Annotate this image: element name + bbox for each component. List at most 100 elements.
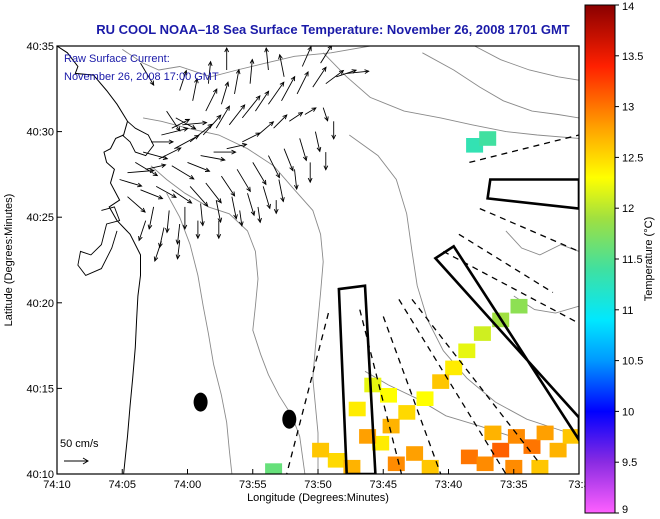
current-vector-21 <box>312 66 327 88</box>
current-vector-2 <box>182 120 208 126</box>
coastline <box>57 46 155 474</box>
y-tick-label-4: 40:15 <box>26 383 54 395</box>
sst-cell-21 <box>327 453 345 468</box>
colorbar-tick-label-7: 10.5 <box>622 356 643 368</box>
current-vector-81 <box>239 210 244 227</box>
x-tick-label-3: 73:55 <box>239 479 267 491</box>
sst-cell-31 <box>523 439 541 454</box>
sst-cell-27 <box>460 449 478 465</box>
current-vector-5 <box>151 139 175 145</box>
colorbar-tick-label-4: 12 <box>622 203 634 215</box>
current-vector-42 <box>226 142 248 150</box>
y-axis-label: Latitude (Degrees:Minutes) <box>3 194 15 327</box>
current-vector-20 <box>296 70 309 95</box>
colorbar-tick-label-10: 9 <box>622 504 628 516</box>
y-tick-label-3: 40:20 <box>26 298 54 310</box>
sampling-box-2 <box>337 284 377 474</box>
sst-cell-10 <box>510 298 528 314</box>
current-vector-28 <box>264 46 269 71</box>
current-vector-38 <box>171 165 195 180</box>
current-vector-62 <box>127 196 146 213</box>
current-vector-64 <box>147 206 155 230</box>
current-vector-15 <box>228 104 246 126</box>
sst-cell-14 <box>445 360 463 376</box>
current-vector-75 <box>323 152 329 171</box>
current-vector-82 <box>257 206 262 224</box>
current-vector-76 <box>138 220 147 242</box>
current-vector-6 <box>142 151 169 160</box>
current-vector-30 <box>234 68 241 94</box>
sst-cell-40 <box>364 377 382 393</box>
current-vector-14 <box>215 105 230 129</box>
current-vector-46 <box>289 111 304 122</box>
sst-cell-12 <box>473 326 491 341</box>
current-vector-47 <box>304 107 317 115</box>
current-vector-9 <box>145 163 167 170</box>
dashed-tracks <box>286 134 579 474</box>
current-vector-53 <box>267 155 280 179</box>
sst-cell-32 <box>536 425 554 441</box>
x-axis-ticks: 74:10 74:05 74:00 73:55 73:50 73:45 73:40 73:35… <box>43 469 590 491</box>
sst-cell-33 <box>549 442 567 458</box>
depth-contour-3 <box>166 192 233 474</box>
colorbar-ticks: 14 13.5 13 12.5 12 11.5 11 10.5 10 9.5 9 <box>615 1 643 516</box>
current-vector-17 <box>255 90 270 112</box>
colorbar-tick-label-1: 13.5 <box>622 51 643 63</box>
colorbar-tick-label-0: 14 <box>622 1 634 13</box>
sst-cell-35 <box>505 459 523 474</box>
sst-cell-41 <box>348 401 366 417</box>
current-vector-29 <box>249 58 255 84</box>
depth-contour-1 <box>143 117 324 474</box>
sampling-box-1 <box>433 244 579 443</box>
current-vector-63 <box>119 179 143 188</box>
sst-cell-18 <box>382 418 400 434</box>
depth-contour-6 <box>422 52 579 119</box>
depth-contour-0 <box>122 46 371 78</box>
site-marker-0 <box>193 392 208 412</box>
current-vector-56 <box>221 175 236 197</box>
sst-cell-29 <box>492 442 510 458</box>
current-vector-10 <box>158 147 182 160</box>
current-vector-49 <box>331 121 337 140</box>
current-vector-57 <box>205 182 222 204</box>
colorbar-tick-label-8: 10 <box>622 406 634 418</box>
sst-cell-3 <box>625 186 642 201</box>
x-tick-label-1: 74:05 <box>108 479 136 491</box>
current-vector-22 <box>325 69 345 85</box>
current-vector-78 <box>175 223 181 245</box>
depth-contour-8 <box>505 230 579 256</box>
colorbar-tick-label-3: 12.5 <box>622 152 643 164</box>
dashed-track-3 <box>442 250 579 324</box>
current-vector-16 <box>241 95 261 119</box>
current-vector-68 <box>215 200 223 224</box>
current-vector-85 <box>175 241 181 260</box>
x-tick-label-7: 73:35 <box>500 479 528 491</box>
current-vector-0 <box>166 110 181 132</box>
sst-cell-13 <box>458 343 476 359</box>
current-vector-80 <box>216 220 222 240</box>
current-vector-26 <box>301 46 312 67</box>
sst-cell-28 <box>476 456 494 472</box>
sst-cell-24 <box>387 456 405 472</box>
colorbar-gradient <box>584 4 616 514</box>
current-vector-55 <box>236 169 251 193</box>
current-vector-51 <box>299 138 308 162</box>
current-vector-66 <box>182 206 188 230</box>
dashed-track-6 <box>382 316 442 474</box>
current-vector-19 <box>281 75 296 102</box>
site-marker-1 <box>282 409 297 429</box>
current-vector-83 <box>273 200 279 215</box>
sampling-boxes <box>337 178 579 474</box>
current-vector-27 <box>278 53 285 77</box>
sst-cell-19 <box>372 435 390 451</box>
x-tick-label-5: 73:45 <box>369 479 397 491</box>
x-tick-label-2: 74:00 <box>174 479 202 491</box>
current-vector-70 <box>247 193 256 217</box>
coastline-inlet <box>77 206 121 276</box>
current-vector-60 <box>155 186 177 198</box>
current-vector-4 <box>161 127 189 136</box>
current-vector-32 <box>205 88 218 112</box>
current-vector-52 <box>283 148 294 172</box>
current-vector-65 <box>165 210 170 234</box>
